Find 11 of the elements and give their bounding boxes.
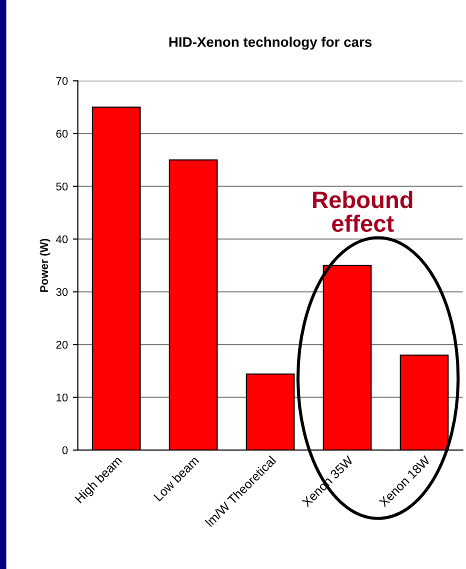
annotation: Rebound effect xyxy=(313,190,412,232)
y-tick-label: 40 xyxy=(56,235,68,244)
y-tick-label: 0 xyxy=(62,446,68,454)
y-tick-label: 30 xyxy=(56,288,68,296)
y-tick-label: 50 xyxy=(56,182,68,190)
y-tick-label: 70 xyxy=(56,77,68,85)
chart-title: HID-Xenon technology for cars xyxy=(169,36,372,50)
y-tick-label: 60 xyxy=(56,130,68,138)
y-axis-title: Power (W) xyxy=(40,238,50,292)
y-tick-label: 20 xyxy=(56,340,68,349)
y-tick-label: 10 xyxy=(56,394,68,402)
